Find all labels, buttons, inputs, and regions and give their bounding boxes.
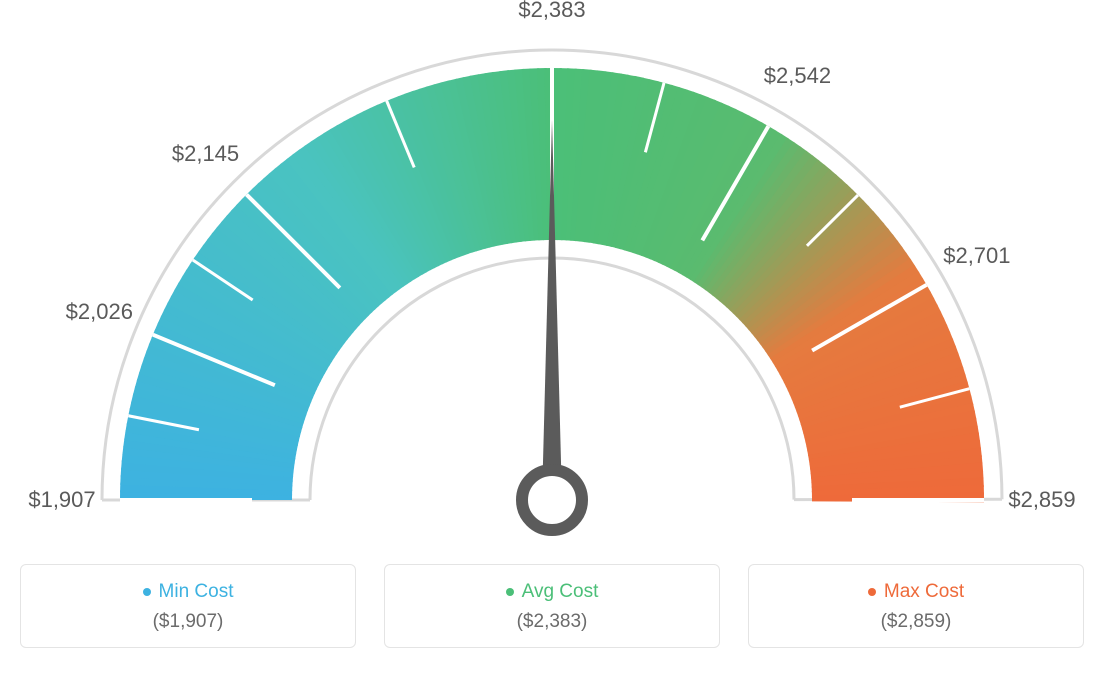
gauge-tick-label: $2,026	[66, 299, 133, 325]
legend-card-min: Min Cost ($1,907)	[20, 564, 356, 648]
gauge-tick-label: $2,701	[943, 243, 1010, 269]
legend-label-max: Max Cost	[884, 581, 964, 602]
legend-value-avg: ($2,383)	[385, 611, 719, 633]
legend-dot-max	[868, 588, 876, 596]
legend-label-min: Min Cost	[159, 581, 234, 602]
gauge-svg	[20, 20, 1084, 540]
gauge-tick-label: $1,907	[28, 487, 95, 513]
gauge-tick-label: $2,145	[172, 141, 239, 167]
legend-value-max: ($2,859)	[749, 611, 1083, 633]
legend-label-avg: Avg Cost	[522, 581, 599, 602]
legend-title-max: Max Cost	[749, 581, 1083, 603]
legend-card-avg: Avg Cost ($2,383)	[384, 564, 720, 648]
gauge-tick-label: $2,542	[764, 63, 831, 89]
legend-title-min: Min Cost	[21, 581, 355, 603]
legend-card-max: Max Cost ($2,859)	[748, 564, 1084, 648]
gauge-tick-label: $2,383	[518, 0, 585, 23]
legend-value-min: ($1,907)	[21, 611, 355, 633]
legend-title-avg: Avg Cost	[385, 581, 719, 603]
legend-row: Min Cost ($1,907) Avg Cost ($2,383) Max …	[20, 564, 1084, 648]
legend-dot-avg	[506, 588, 514, 596]
legend-dot-min	[143, 588, 151, 596]
gauge-tick-label: $2,859	[1008, 487, 1075, 513]
cost-gauge-chart: $1,907$2,026$2,145$2,383$2,542$2,701$2,8…	[20, 20, 1084, 540]
